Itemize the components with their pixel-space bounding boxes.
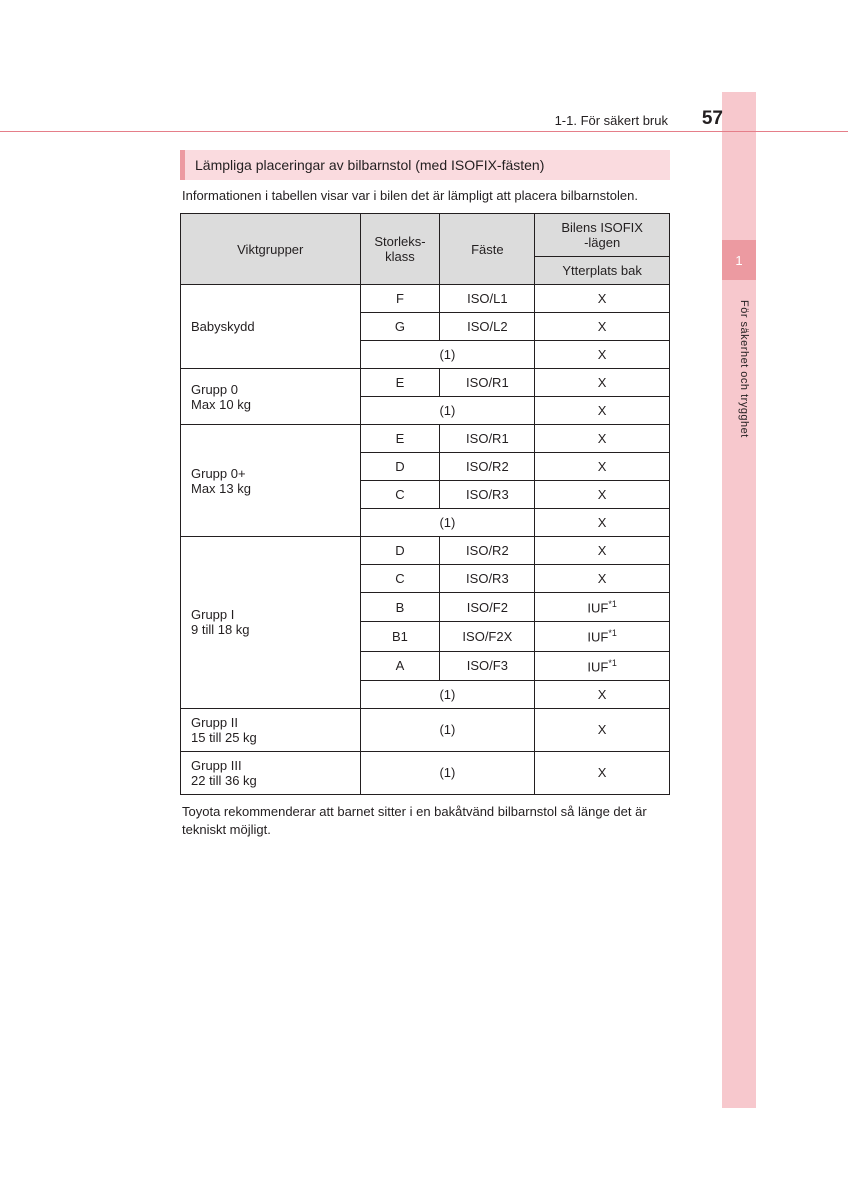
- superscript: *1: [608, 599, 617, 609]
- page-number: 57: [702, 108, 723, 130]
- col-storleksklass: Storleks- klass: [360, 214, 440, 285]
- group-label: Grupp I 9 till 18 kg: [181, 537, 361, 709]
- cell-klass: D: [360, 453, 440, 481]
- cell-faste: ISO/L1: [440, 285, 535, 313]
- cell-value: X: [535, 369, 670, 397]
- table-row: Grupp 0+ Max 13 kgEISO/R1X: [181, 425, 670, 453]
- cell-klass: B1: [360, 622, 440, 651]
- chapter-caption: För säkerhet och trygghet: [730, 300, 750, 438]
- cell-klass: D: [360, 537, 440, 565]
- cell-klass: B: [360, 593, 440, 622]
- cell-faste: ISO/F2X: [440, 622, 535, 651]
- col-viktgrupper: Viktgrupper: [181, 214, 361, 285]
- cell-faste: ISO/R1: [440, 425, 535, 453]
- cell-value: X: [535, 425, 670, 453]
- cell-klass: E: [360, 425, 440, 453]
- table-body: BabyskyddFISO/L1XGISO/L2X(1)XGrupp 0 Max…: [181, 285, 670, 795]
- table-row: Grupp I 9 till 18 kgDISO/R2X: [181, 537, 670, 565]
- col-ytterplats: Ytterplats bak: [535, 257, 670, 285]
- group-label: Grupp 0 Max 10 kg: [181, 369, 361, 425]
- cell-faste: ISO/R2: [440, 453, 535, 481]
- cell-value: IUF*1: [535, 622, 670, 651]
- section-breadcrumb: 1-1. För säkert bruk: [555, 113, 668, 128]
- table-row: Grupp II 15 till 25 kg(1)X: [181, 708, 670, 751]
- cell-value: X: [535, 565, 670, 593]
- group-label: Grupp 0+ Max 13 kg: [181, 425, 361, 537]
- cell-klass: C: [360, 481, 440, 509]
- section-heading: Lämpliga placeringar av bilbarnstol (med…: [180, 150, 670, 180]
- header-rule: [0, 131, 848, 132]
- group-label: Grupp II 15 till 25 kg: [181, 708, 361, 751]
- cell-faste: (1): [360, 397, 535, 425]
- col-faste: Fäste: [440, 214, 535, 285]
- cell-faste: ISO/R2: [440, 537, 535, 565]
- cell-value: X: [535, 453, 670, 481]
- cell-value: IUF*1: [535, 651, 670, 680]
- table-row: Grupp III 22 till 36 kg(1)X: [181, 751, 670, 794]
- cell-faste: ISO/L2: [440, 313, 535, 341]
- cell-klass: G: [360, 313, 440, 341]
- cell-faste: (1): [360, 680, 535, 708]
- cell-value: X: [535, 751, 670, 794]
- cell-value: X: [535, 680, 670, 708]
- cell-value: X: [535, 537, 670, 565]
- cell-faste: ISO/R3: [440, 565, 535, 593]
- table-row: Grupp 0 Max 10 kgEISO/R1X: [181, 369, 670, 397]
- cell-value: X: [535, 481, 670, 509]
- cell-faste: (1): [360, 751, 535, 794]
- cell-klass: E: [360, 369, 440, 397]
- table-row: BabyskyddFISO/L1X: [181, 285, 670, 313]
- cell-faste: ISO/R3: [440, 481, 535, 509]
- footnote-text: Toyota rekommenderar att barnet sitter i…: [182, 803, 668, 838]
- table-header: Viktgrupper Storleks- klass Fäste Bilens…: [181, 214, 670, 285]
- chapter-tab: 1: [722, 240, 756, 280]
- group-label: Babyskydd: [181, 285, 361, 369]
- cell-klass: A: [360, 651, 440, 680]
- superscript: *1: [608, 658, 617, 668]
- cell-value: X: [535, 397, 670, 425]
- cell-faste: (1): [360, 708, 535, 751]
- cell-value: X: [535, 285, 670, 313]
- cell-faste: ISO/F3: [440, 651, 535, 680]
- cell-faste: ISO/R1: [440, 369, 535, 397]
- superscript: *1: [608, 628, 617, 638]
- cell-value: IUF*1: [535, 593, 670, 622]
- cell-value: X: [535, 708, 670, 751]
- cell-value: X: [535, 509, 670, 537]
- cell-faste: (1): [360, 509, 535, 537]
- isofix-table: Viktgrupper Storleks- klass Fäste Bilens…: [180, 213, 670, 795]
- cell-klass: C: [360, 565, 440, 593]
- intro-text: Informationen i tabellen visar var i bil…: [182, 188, 668, 203]
- cell-faste: (1): [360, 341, 535, 369]
- group-label: Grupp III 22 till 36 kg: [181, 751, 361, 794]
- cell-faste: ISO/F2: [440, 593, 535, 622]
- cell-value: X: [535, 341, 670, 369]
- content-area: Lämpliga placeringar av bilbarnstol (med…: [180, 150, 670, 838]
- cell-klass: F: [360, 285, 440, 313]
- col-isofix-group: Bilens ISOFIX -lägen: [535, 214, 670, 257]
- cell-value: X: [535, 313, 670, 341]
